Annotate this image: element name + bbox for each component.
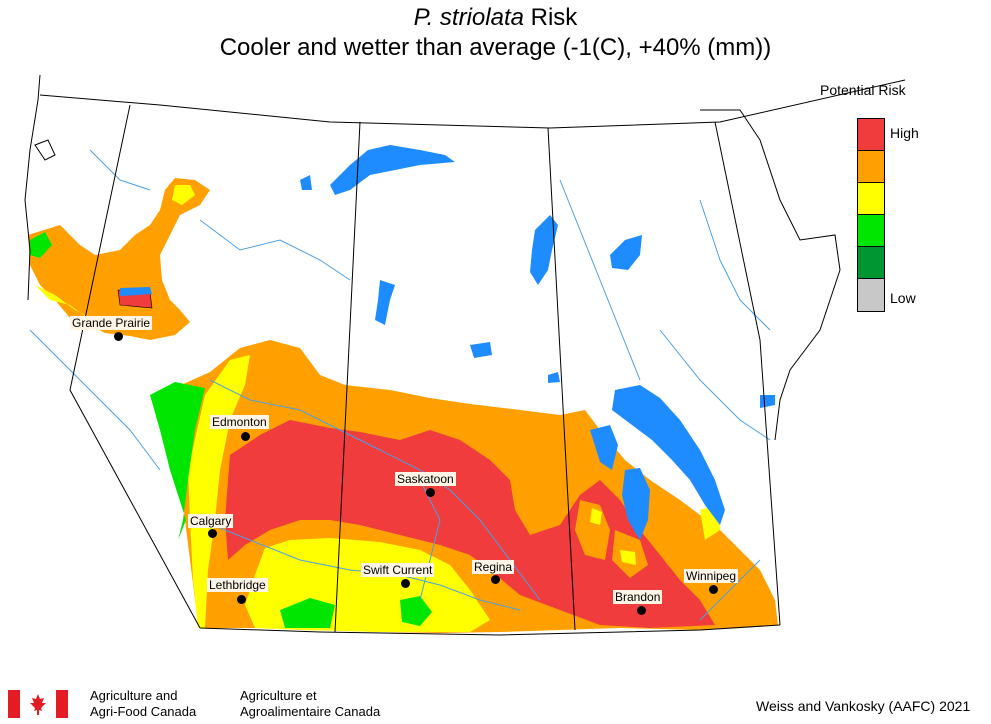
credit-text: Weiss and Vankosky (AAFC) 2021: [756, 698, 971, 714]
canada-flag-icon: [8, 690, 68, 718]
territory-boundary: [39, 79, 906, 129]
city-dot-swift-current: [401, 579, 410, 588]
city-dot-regina: [491, 575, 500, 584]
agency-english: Agriculture and Agri-Food Canada: [90, 688, 196, 720]
lake-winnipeg: [612, 385, 725, 525]
legend-swatches: [857, 118, 885, 312]
sask-manitoba-border: [547, 127, 576, 631]
lake-reindeer: [530, 215, 558, 285]
city-dot-brandon: [637, 606, 646, 615]
legend-swatch-orange: [858, 151, 884, 183]
risk-zone-peace-yellow: [35, 185, 195, 328]
risk-zone-south-green: [280, 596, 432, 628]
agency-en-line1: Agriculture and: [90, 688, 178, 703]
legend-swatch-low: [858, 279, 884, 311]
legend-title: Potential Risk: [820, 82, 906, 98]
lake-manitoba: [622, 468, 650, 540]
city-label-grande-prairie: Grande Prairie: [70, 316, 153, 330]
boundaries: [24, 74, 906, 636]
lake-athabasca: [330, 145, 455, 195]
agency-fr-line1: Agriculture et: [240, 688, 317, 703]
agency-en-line2: Agri-Food Canada: [90, 704, 197, 719]
species-name: P. striolata: [413, 4, 524, 31]
agency-french: Agriculture et Agroalimentaire Canada: [240, 688, 380, 720]
risk-zone-peace-orange: [28, 178, 210, 340]
city-label-swift-current: Swift Current: [361, 563, 435, 577]
city-dot-saskatoon: [426, 488, 435, 497]
city-label-winnipeg: Winnipeg: [684, 569, 739, 583]
city-label-regina: Regina: [472, 560, 515, 574]
map-title: P. striolata Risk: [0, 4, 991, 32]
lake-lesser-slave: [120, 287, 152, 296]
legend-swatch-high: [858, 119, 884, 151]
legend-high-label: High: [890, 125, 919, 141]
risk-zone-peace-green: [30, 232, 52, 258]
city-dot-winnipeg: [709, 585, 718, 594]
map-subtitle: Cooler and wetter than average (-1(C), +…: [219, 34, 772, 61]
island: [34, 139, 56, 161]
legend-swatch-dark-green: [858, 247, 884, 279]
risk-zone-prairie-yellow: [188, 355, 250, 628]
lake-winnipegosis: [590, 425, 618, 470]
lake-small-4: [548, 372, 560, 383]
city-label-brandon: Brandon: [613, 590, 663, 604]
lake-small-3: [760, 395, 775, 408]
lake-southern-indian: [610, 235, 642, 270]
legend-low-label: Low: [890, 290, 916, 306]
risk-zone-high: [225, 420, 715, 628]
city-label-edmonton: Edmonton: [210, 415, 269, 429]
us-border: [199, 624, 781, 636]
city-label-calgary: Calgary: [188, 514, 234, 528]
city-dot-lethbridge: [237, 595, 246, 604]
lake-lac-la-ronge: [470, 342, 492, 358]
legend-swatch-green: [858, 215, 884, 247]
manitoba-ontario-border: [714, 121, 781, 626]
city-dot-grande-prairie: [114, 332, 123, 341]
city-label-saskatoon: Saskatoon: [395, 472, 456, 486]
risk-zone-manitoba-yellow: [590, 505, 720, 565]
hudson-bay-coast: [700, 109, 841, 441]
city-dot-calgary: [208, 529, 217, 538]
coast-west: [24, 74, 41, 301]
lake-small-1: [300, 175, 312, 190]
title-suffix: Risk: [523, 4, 578, 31]
legend-swatch-yellow: [858, 183, 884, 215]
alberta-sask-border: [334, 121, 361, 633]
city-dot-edmonton: [241, 432, 250, 441]
risk-zone-west-green: [150, 382, 205, 540]
bc-alberta-border: [69, 104, 201, 629]
city-label-lethbridge: Lethbridge: [207, 578, 268, 592]
lakes: [120, 145, 775, 540]
lake-small-2: [375, 280, 395, 325]
agency-fr-line2: Agroalimentaire Canada: [240, 704, 381, 719]
